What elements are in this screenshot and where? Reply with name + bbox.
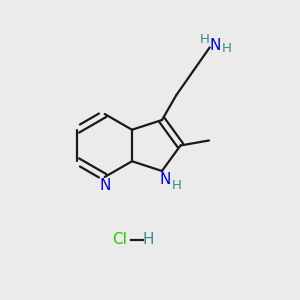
Text: Cl: Cl [112, 232, 128, 247]
Text: H: H [143, 232, 154, 247]
Text: H: H [222, 41, 232, 55]
Text: N: N [209, 38, 221, 52]
Text: N: N [160, 172, 171, 187]
Text: N: N [99, 178, 110, 193]
Text: H: H [171, 179, 181, 192]
Text: H: H [200, 32, 209, 46]
